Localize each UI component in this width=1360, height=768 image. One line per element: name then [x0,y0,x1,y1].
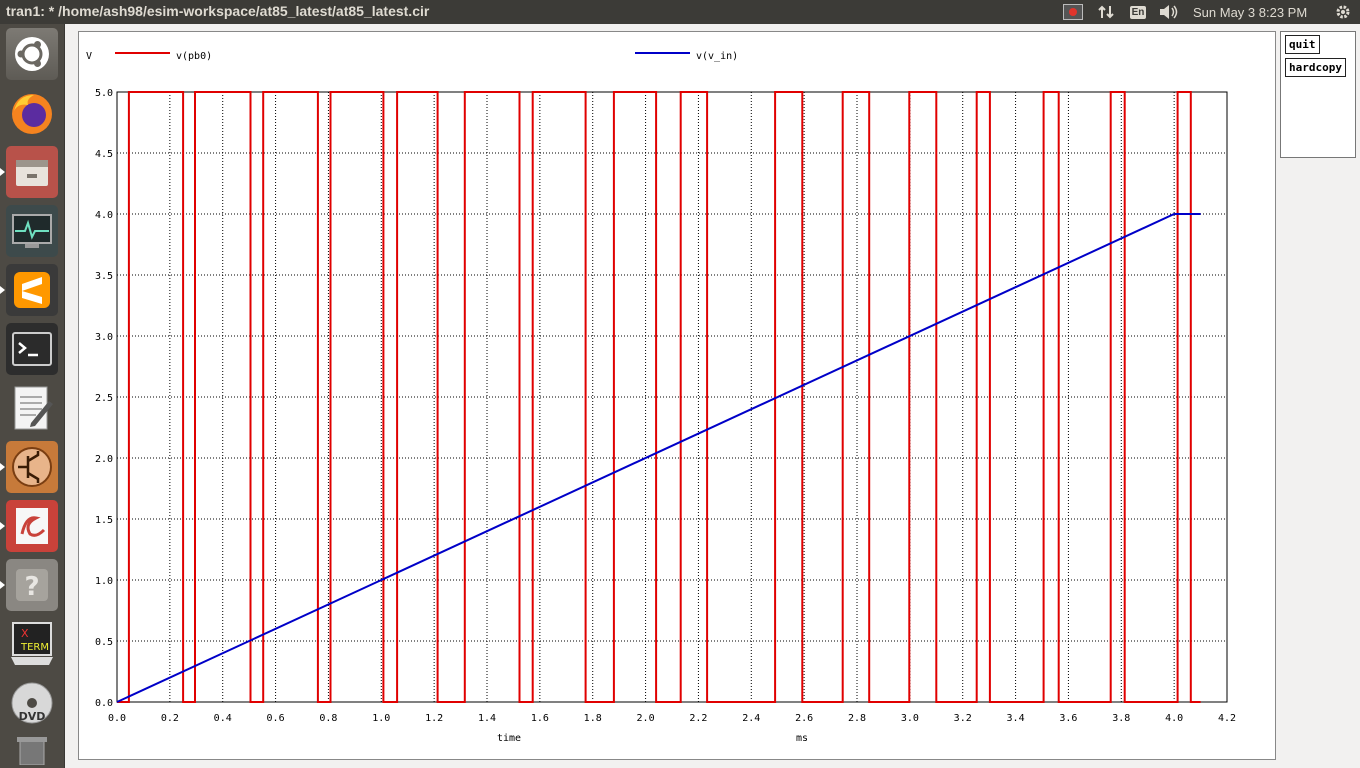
svg-text:DVD: DVD [19,710,46,723]
clock[interactable]: Sun May 3 8:23 PM [1193,4,1308,20]
y-tick-label: 3.0 [95,332,113,343]
y-tick-label: 0.5 [95,637,113,648]
x-tick-label: 0.2 [161,713,179,724]
svg-text:?: ? [24,572,39,602]
y-tick-label: 4.0 [95,210,113,221]
x-tick-label: 3.0 [901,713,919,724]
help-icon: ? [16,569,48,602]
x-tick-label: 1.2 [425,713,443,724]
x-tick-label: 3.4 [1007,713,1025,724]
xterm-icon: X TERM [11,622,53,665]
keyboard-layout-label: En [1129,5,1147,19]
trash-icon [17,737,47,765]
x-tick-label: 0.6 [267,713,285,724]
hardcopy-button[interactable]: hardcopy [1285,58,1346,77]
svg-text:X: X [21,627,29,640]
ubuntu-dash-button[interactable] [6,28,58,80]
esim-button[interactable] [6,441,58,493]
x-tick-label: 1.4 [478,713,496,724]
y-tick-label: 1.5 [95,515,113,526]
files-running-indicator [0,168,5,176]
x-tick-label: 0.4 [214,713,232,724]
sublime-text-icon [14,272,50,308]
firefox-icon [12,94,52,134]
y-tick-label: 2.0 [95,454,113,465]
system-monitor-icon [12,214,52,248]
x-tick-label: 2.0 [637,713,655,724]
help-button[interactable]: ? [6,559,58,611]
files-button[interactable] [6,146,58,198]
text-editor-button[interactable] [6,382,58,434]
recording-indicator-icon[interactable] [1062,3,1084,21]
network-arrows-icon[interactable] [1096,3,1116,21]
x-axis-unit-label: ms [796,733,808,744]
y-tick-label: 4.5 [95,149,113,160]
svg-text:TERM: TERM [20,642,49,653]
system-monitor-button[interactable] [6,205,58,257]
text-editor-icon [14,386,53,430]
series-line-1 [116,213,1201,703]
x-tick-label: 3.8 [1112,713,1130,724]
y-tick-label: 0.0 [95,698,113,709]
x-tick-label: 1.6 [531,713,549,724]
terminal-button[interactable] [6,323,58,375]
x-tick-label: 0.8 [319,713,337,724]
dvd-icon: DVD [11,682,53,724]
x-tick-label: 3.6 [1059,713,1077,724]
waveform-plot-window: 0.0 0.2 0.4 0.6 0.8 1.0 1.2 1.4 1.6 1.8 2.0 2.2 2.4 2… [78,31,1276,760]
power-gear-icon[interactable] [1333,3,1353,21]
files-icon [16,160,48,186]
sublime-text-button[interactable] [6,264,58,316]
keyboard-layout-indicator[interactable]: En [1128,3,1148,21]
document-viewer-running-indicator [0,522,5,530]
x-tick-label: 2.4 [742,713,760,724]
y-tick-label: 3.5 [95,271,113,282]
x-tick-label: 4.2 [1218,713,1236,724]
y-tick-label: 2.5 [95,393,113,404]
legend-label-0: v(pb0) [176,51,212,62]
legend-label-1: v(v_in) [696,51,738,62]
x-axis-label: time [497,733,521,744]
x-tick-label: 1.8 [584,713,602,724]
quit-button[interactable]: quit [1285,35,1320,54]
launcher: ? X TERM DVD [0,24,65,768]
sublime-running-indicator [0,286,5,294]
control-panel: quit hardcopy [1280,31,1356,158]
terminal-icon [12,332,52,366]
firefox-button[interactable] [6,87,58,139]
y-axis-label: V [86,51,92,62]
y-tick-label: 1.0 [95,576,113,587]
x-tick-label: 0.0 [108,713,126,724]
x-tick-label: 2.2 [689,713,707,724]
dvd-button[interactable]: DVD [6,677,58,729]
window-title: tran1: * /home/ash98/esim-workspace/at85… [6,3,430,19]
x-tick-label: 4.0 [1165,713,1183,724]
x-tick-label: 2.6 [795,713,813,724]
top-panel: tran1: * /home/ash98/esim-workspace/at85… [0,0,1360,24]
volume-icon[interactable] [1158,3,1180,21]
ubuntu-dash-icon [15,37,49,71]
y-tick-label: 5.0 [95,88,113,99]
x-tick-label: 2.8 [848,713,866,724]
series-line-0 [117,91,1201,703]
document-viewer-icon [16,508,48,544]
esim-running-indicator [0,463,5,471]
xterm-button[interactable]: X TERM [6,618,58,670]
waveform-chart: 0.0 0.2 0.4 0.6 0.8 1.0 1.2 1.4 1.6 1.8 2.0 2.2 2.4 2… [86,51,1236,744]
esim-icon [12,447,52,487]
x-tick-label: 3.2 [954,713,972,724]
document-viewer-button[interactable] [6,500,58,552]
x-tick-label: 1.0 [372,713,390,724]
trash-button[interactable] [6,732,58,768]
help-running-indicator [0,581,5,589]
